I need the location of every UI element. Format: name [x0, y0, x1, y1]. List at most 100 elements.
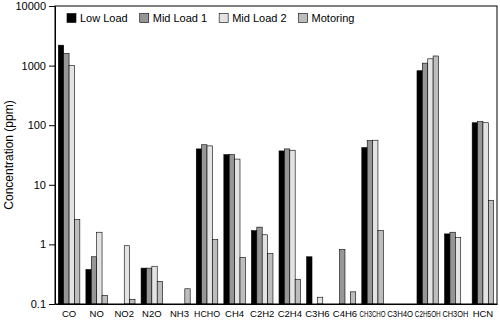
x-tick-label: N2O [142, 308, 162, 319]
bar [124, 246, 129, 304]
bar [251, 231, 256, 304]
bar [428, 59, 433, 304]
bar [295, 279, 300, 304]
bar [74, 220, 79, 304]
legend-item: Mid Load 2 [219, 12, 286, 24]
x-tick-label: HCN [473, 308, 494, 319]
bar [235, 159, 240, 304]
bar-series [74, 56, 493, 304]
y-tick-mark [49, 125, 55, 126]
x-tick: HCN [473, 308, 494, 319]
bar-series [64, 53, 483, 304]
bar [224, 155, 229, 304]
bar [488, 200, 493, 304]
bar [69, 66, 74, 304]
y-tick: 1000 [22, 60, 55, 72]
y-tick-mark [49, 185, 55, 186]
bar [152, 266, 157, 304]
bar [212, 240, 217, 304]
bar [378, 231, 383, 304]
legend-item: Mid Load 1 [140, 12, 207, 24]
bar [268, 254, 273, 304]
bar [86, 269, 91, 304]
plot: 0.1 1 10 100 1000 10000 CO NO NO2 N2O NH3 HCHO CH4 C2… [15, 0, 497, 319]
y-tick-label: 10000 [15, 0, 46, 12]
bar [257, 227, 262, 304]
bar [340, 250, 345, 304]
legend-item: Motoring [299, 12, 355, 24]
x-tick-label: C2H5OH [415, 308, 441, 319]
bar [317, 297, 322, 304]
y-tick: 1 [40, 238, 55, 250]
y-tick-label: 1000 [22, 60, 46, 72]
x-tick: C2H4 [278, 308, 302, 319]
x-tick-label: C3H6 [305, 308, 329, 319]
legend-label: Motoring [312, 12, 355, 24]
bar [445, 234, 450, 304]
x-tick: C2H5OH [415, 308, 441, 319]
bar [362, 148, 367, 304]
bar [141, 268, 146, 304]
y-tick: 10000 [15, 0, 55, 12]
x-tick: C3H6 [305, 308, 329, 319]
y-tick: 0.1 [31, 298, 55, 310]
y-tick-label: 0.1 [31, 298, 46, 310]
bar [58, 45, 63, 304]
y-axis-line [55, 7, 56, 305]
y-tick-mark [49, 304, 55, 305]
legend-item: Low Load [67, 12, 128, 24]
x-tick: CO [62, 308, 76, 319]
bar [307, 257, 312, 304]
bar [185, 289, 190, 304]
x-tick: NO2 [114, 308, 134, 319]
bar [290, 150, 295, 304]
x-tick: HCHO [194, 308, 220, 319]
y-tick-mark [49, 6, 55, 7]
bar-series [69, 59, 488, 304]
bar [478, 122, 483, 304]
x-axis-line [56, 304, 498, 305]
x-tick-label: NH3 [170, 308, 189, 319]
bar [455, 238, 460, 304]
x-tick: C4H6 [333, 308, 357, 319]
bars [58, 45, 493, 304]
x-tick: C2H2 [250, 308, 274, 319]
legend: Low Load Mid Load 1 Mid Load 2 Motoring [67, 12, 354, 24]
x-tick-label: CH3OH [442, 308, 468, 319]
bar [472, 123, 477, 304]
bar [240, 258, 245, 304]
bar [373, 140, 378, 304]
bar [130, 299, 135, 304]
bar [262, 235, 267, 304]
bar [417, 71, 422, 304]
chart: 0.1 1 10 100 1000 10000 CO NO NO2 N2O NH3 HCHO CH4 C2… [0, 0, 500, 328]
bar [196, 149, 201, 304]
x-tick-label: HCHO [194, 308, 220, 319]
y-tick: 10 [34, 179, 55, 191]
x-tick: C3H4O [387, 308, 413, 319]
y-tick-label: 100 [28, 119, 46, 131]
bar [284, 149, 289, 304]
x-tick: CH3CHO [360, 308, 386, 319]
legend-swatch [140, 14, 149, 23]
bar [146, 268, 151, 304]
bar [422, 63, 427, 304]
legend-label: Mid Load 2 [232, 12, 286, 24]
x-tick: NO [90, 308, 104, 319]
bar [279, 151, 284, 304]
bar [97, 232, 102, 304]
y-tick-mark [49, 66, 55, 67]
bar [157, 281, 162, 304]
bar-series [58, 45, 477, 304]
bar [433, 56, 438, 304]
bar [350, 292, 355, 304]
y-tick-label: 1 [40, 238, 46, 250]
x-tick: N2O [142, 308, 162, 319]
y-axis: 0.1 1 10 100 1000 10000 [15, 0, 55, 310]
x-tick-label: C4H6 [333, 308, 357, 319]
bar [367, 141, 372, 304]
legend-label: Mid Load 1 [153, 12, 207, 24]
bar [91, 257, 96, 304]
x-tick-label: CH4 [225, 308, 244, 319]
x-tick: CH3OH [442, 308, 468, 319]
